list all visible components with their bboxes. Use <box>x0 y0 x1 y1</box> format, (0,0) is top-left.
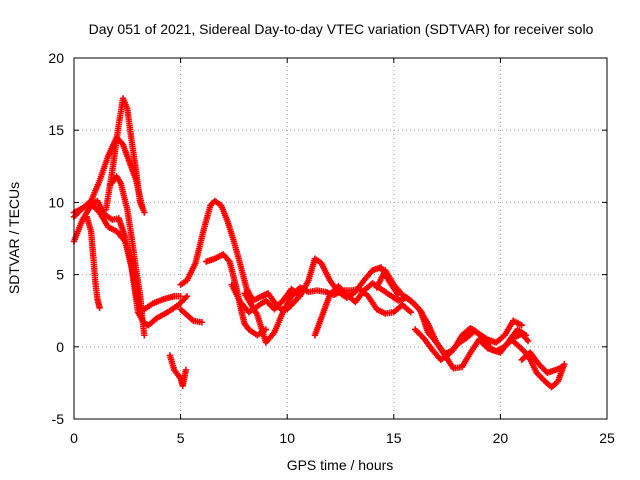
y-tick-label: 15 <box>48 122 64 138</box>
plot-frame <box>73 57 608 420</box>
y-tick-label: 10 <box>48 194 64 210</box>
series-arc-4 <box>70 200 191 329</box>
y-tick-label: 0 <box>56 339 64 355</box>
data-point <box>524 337 532 345</box>
series-arc-12 <box>241 284 415 346</box>
series-arc-7 <box>166 352 190 389</box>
data-point <box>407 308 415 316</box>
data-point <box>96 304 103 312</box>
chart-title: Day 051 of 2021, Sidereal Day-to-day VTE… <box>89 21 594 37</box>
x-tick-label: 25 <box>599 430 615 446</box>
data-point <box>141 332 148 339</box>
y-tick-label: -5 <box>52 411 65 427</box>
data-point <box>518 321 525 329</box>
x-axis-label: GPS time / hours <box>287 457 394 473</box>
x-tick-label: 15 <box>386 430 402 446</box>
series-arc-5 <box>83 213 103 312</box>
data-point <box>522 332 530 339</box>
data-point <box>177 293 184 300</box>
x-tick-label: 20 <box>493 430 509 446</box>
x-axis: 0 5 10 15 20 25 <box>70 58 615 446</box>
x-tick-label: 5 <box>177 430 185 446</box>
series-arc-6 <box>107 173 148 339</box>
plot-area <box>70 95 568 391</box>
grid <box>74 58 607 419</box>
data-point <box>559 363 566 371</box>
data-point <box>198 319 206 326</box>
y-axis-label: SDTVAR / TECUs <box>6 182 22 294</box>
x-tick-label: 10 <box>279 430 295 446</box>
series-arc-8 <box>177 306 206 326</box>
data-point <box>183 293 191 300</box>
y-tick-label: 20 <box>48 50 64 66</box>
data-point <box>182 366 190 374</box>
y-tick-label: 5 <box>56 267 64 283</box>
data-point <box>141 209 148 216</box>
x-tick-label: 0 <box>70 430 78 446</box>
series-arc-18 <box>518 349 566 376</box>
